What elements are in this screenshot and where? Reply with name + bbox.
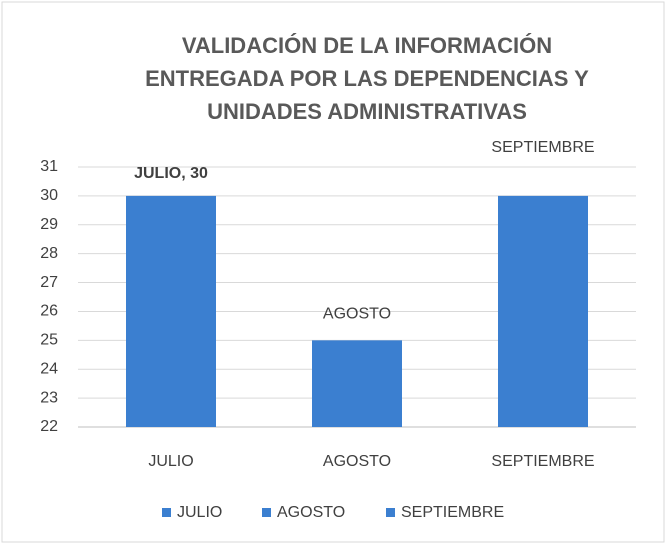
legend-swatch	[162, 508, 171, 517]
y-tick-label: 29	[40, 216, 58, 233]
bar	[498, 195, 588, 427]
legend-label: JULIO	[177, 504, 222, 521]
chart-title: UNIDADES ADMINISTRATIVAS	[207, 99, 527, 124]
legend-swatch	[262, 508, 271, 517]
legend-swatch	[386, 508, 395, 517]
legend-label: SEPTIEMBRE	[401, 504, 504, 521]
x-tick-label: AGOSTO	[323, 453, 391, 470]
y-tick-label: 22	[40, 418, 58, 435]
bar	[126, 195, 216, 427]
y-tick-label: 25	[40, 332, 58, 349]
data-label: JULIO, 30	[134, 165, 208, 182]
chart-title: VALIDACIÓN DE LA INFORMACIÓN	[182, 33, 552, 58]
y-tick-label: 30	[40, 187, 58, 204]
y-tick-label: 27	[40, 274, 58, 291]
y-tick-label: 31	[40, 158, 58, 175]
data-label: SEPTIEMBRE	[491, 138, 595, 156]
data-label: AGOSTO	[323, 306, 391, 323]
x-tick-label: SEPTIEMBRE	[491, 453, 594, 470]
legend-label: AGOSTO	[277, 504, 345, 521]
y-tick-label: 23	[40, 389, 58, 406]
y-tick-label: 28	[40, 245, 58, 262]
chart-title: ENTREGADA POR LAS DEPENDENCIAS Y	[145, 66, 589, 91]
y-tick-label: 26	[40, 303, 58, 320]
x-tick-label: JULIO	[148, 453, 193, 470]
y-tick-label: 24	[40, 360, 58, 377]
bar	[312, 340, 402, 427]
